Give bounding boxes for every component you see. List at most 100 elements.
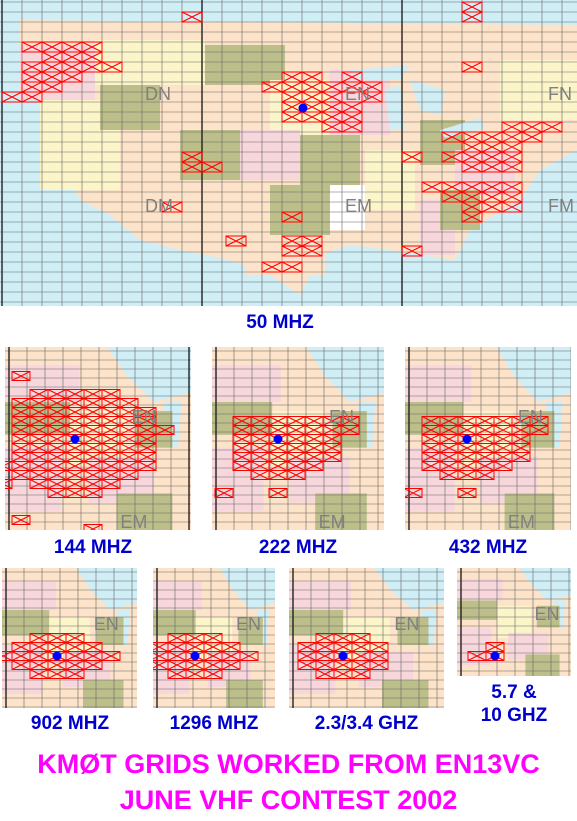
band-label-50mhz: 50 MHZ (246, 312, 314, 333)
worked-grid-square (181, 11, 203, 23)
contest-title: KMØT GRIDS WORKED FROM EN13VC (37, 749, 540, 779)
state-patch (457, 600, 497, 620)
grid-lines (212, 347, 384, 530)
worked-grid-square (501, 161, 523, 173)
worked-grid-square (5, 479, 13, 489)
worked-grid-square (5, 461, 13, 471)
home-station-marker (273, 434, 283, 444)
state-patch (289, 610, 344, 636)
lake (107, 347, 191, 402)
lake (306, 347, 384, 402)
grid-lines (457, 568, 571, 676)
worked-squares (1, 1, 563, 273)
state-patch (83, 680, 124, 708)
band-label-902mhz: 902 MHZ (30, 713, 110, 734)
worked-grid-square (361, 91, 383, 103)
band-label-222mhz: 222 MHZ (258, 537, 338, 558)
worked-grid-square (457, 488, 477, 498)
worked-grid-square (83, 488, 103, 498)
lake (440, 118, 485, 138)
map-432mhz: EN EM (405, 347, 571, 530)
lake (350, 65, 410, 80)
band-map-canvas (289, 568, 444, 708)
worked-grid-square (137, 461, 157, 471)
worked-grid-square (155, 425, 175, 435)
worked-grid-square (457, 470, 477, 480)
worked-grid-square (221, 660, 241, 670)
map-1296mhz: EN (153, 568, 275, 708)
worked-grid-square (529, 425, 549, 435)
state-patch (100, 85, 160, 130)
grid-label-en: EN (345, 84, 371, 104)
map-222mhz: EN EM (212, 347, 384, 530)
home-station-marker (52, 651, 62, 661)
worked-grid-square (65, 669, 85, 679)
contest-subtitle: JUNE VHF CONTEST 2002 (119, 785, 458, 815)
grid-label-em: EM (120, 512, 148, 530)
band-label-5-7ghz: 5.7 & (491, 682, 537, 703)
worked-grid-square (529, 416, 549, 426)
lake (385, 85, 405, 130)
worked-grid-square (461, 61, 483, 73)
state-patch (116, 493, 173, 530)
worked-grid-square (461, 211, 483, 223)
band-label-10ghz: 10 GHZ (480, 705, 548, 726)
home-station-marker (490, 651, 500, 661)
state-patch (226, 680, 263, 708)
worked-grid-square (281, 111, 303, 123)
state-patch (525, 654, 560, 676)
worked-grid-square (137, 416, 157, 426)
state-patch (270, 185, 330, 235)
worked-grid-square (541, 121, 563, 133)
worked-grid-square (369, 642, 389, 652)
grid-label-em: EM (507, 512, 535, 530)
worked-grid-square (301, 245, 323, 257)
lake (496, 347, 571, 402)
grid-label-fn: FN (548, 84, 572, 104)
state-patch (300, 135, 360, 185)
worked-grid-square (119, 470, 139, 480)
band-map-canvas (405, 347, 571, 530)
worked-grid-square (83, 660, 103, 670)
worked-grid-square (225, 235, 247, 247)
worked-grid-square (161, 201, 183, 213)
state-patch (212, 365, 281, 402)
lake (410, 80, 445, 115)
state-patch (153, 582, 202, 610)
worked-grid-square (101, 651, 121, 661)
grid-label-dm: DM (145, 196, 173, 216)
state-patch (536, 605, 560, 628)
worked-grid-square (268, 488, 288, 498)
worked-grid-square (61, 71, 83, 83)
worked-grid-square (1, 91, 23, 103)
worked-grid-square (21, 91, 43, 103)
grid-label-dn: DN (145, 84, 171, 104)
state-patch (457, 578, 503, 601)
worked-grid-square (333, 669, 353, 679)
worked-grid-square (341, 121, 363, 133)
worked-grid-square (83, 524, 103, 530)
state-patch (5, 365, 80, 402)
state-patch (405, 365, 472, 402)
worked-grid-square (41, 81, 63, 93)
grid-label-en: EN (394, 614, 420, 635)
worked-grid-square (521, 131, 543, 143)
worked-grid-square (511, 452, 531, 462)
worked-grid-square (239, 651, 259, 661)
worked-grid-square (501, 201, 523, 213)
state-patch (504, 493, 555, 530)
worked-grid-square (201, 161, 223, 173)
state-patch (238, 617, 263, 645)
worked-grid-square (101, 389, 121, 399)
state-patch (2, 582, 56, 610)
state-patch (397, 617, 429, 645)
map-5-7-10ghz: EN (457, 568, 571, 676)
worked-grid-square (47, 669, 67, 679)
worked-grid-square (401, 245, 423, 257)
map-50mhz: DN EN FN DM EM FM (0, 0, 577, 306)
worked-grid-square (405, 488, 423, 498)
worked-grid-square (185, 669, 205, 679)
worked-grid-square (214, 488, 234, 498)
worked-squares (214, 416, 360, 498)
state-patch (330, 185, 365, 230)
